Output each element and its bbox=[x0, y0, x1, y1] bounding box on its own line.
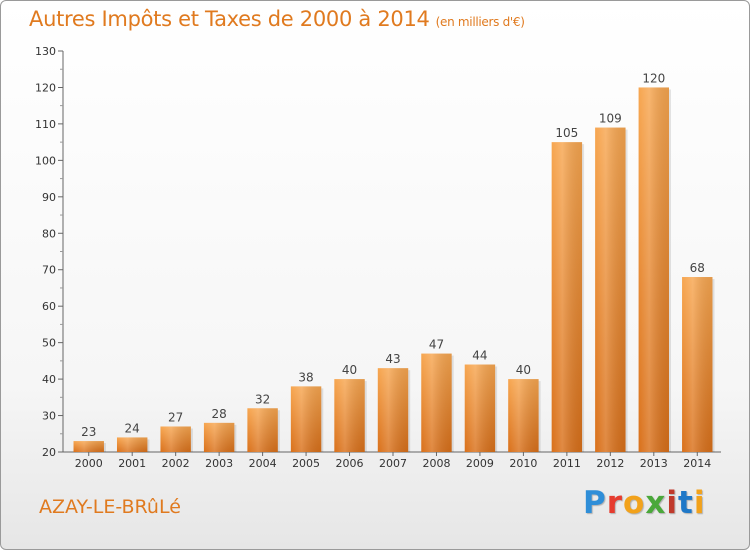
logo-letter: r bbox=[606, 485, 624, 521]
bar-highlight bbox=[638, 87, 670, 453]
x-tick-label: 2008 bbox=[422, 457, 450, 470]
bar-value-label: 40 bbox=[516, 363, 531, 377]
logo-letter: i bbox=[666, 485, 678, 521]
bar-value-label: 40 bbox=[342, 363, 357, 377]
bar-highlight bbox=[421, 353, 452, 452]
x-tick-label: 2011 bbox=[553, 457, 581, 470]
bar-value-label: 38 bbox=[298, 370, 313, 384]
bar-value-label: 23 bbox=[81, 425, 96, 439]
y-tick-label: 100 bbox=[35, 154, 56, 167]
y-tick-label: 60 bbox=[42, 300, 56, 313]
bar-value-label: 68 bbox=[690, 261, 705, 275]
bar-highlight bbox=[595, 127, 626, 453]
bar-value-label: 24 bbox=[125, 421, 140, 435]
chart-title: Autres Impôts et Taxes de 2000 à 2014 (en… bbox=[29, 7, 525, 31]
chart-subtitle: (en milliers d'€) bbox=[435, 15, 525, 29]
logo-letter: o bbox=[623, 485, 646, 521]
bar-highlight bbox=[464, 364, 496, 452]
x-tick-label: 2000 bbox=[75, 457, 103, 470]
x-tick-label: 2004 bbox=[249, 457, 277, 470]
x-tick-label: 2002 bbox=[162, 457, 190, 470]
bar-value-label: 28 bbox=[211, 407, 226, 421]
logo-letter: x bbox=[645, 485, 667, 521]
y-tick-label: 80 bbox=[42, 227, 56, 240]
bar-highlight bbox=[682, 277, 713, 452]
bar-value-label: 27 bbox=[168, 410, 183, 424]
y-tick-label: 30 bbox=[42, 410, 56, 423]
y-tick-label: 90 bbox=[42, 191, 56, 204]
bar-value-label: 47 bbox=[429, 338, 444, 352]
x-tick-label: 2014 bbox=[683, 457, 711, 470]
x-tick-label: 2001 bbox=[118, 457, 146, 470]
proxiti-logo: Proxiti bbox=[583, 485, 705, 521]
bar-highlight bbox=[508, 379, 539, 452]
y-tick-label: 110 bbox=[35, 118, 56, 131]
x-tick-label: 2012 bbox=[596, 457, 624, 470]
bar-highlight bbox=[116, 437, 148, 452]
bar-value-label: 109 bbox=[599, 112, 622, 126]
chart-title-text: Autres Impôts et Taxes de 2000 à 2014 bbox=[29, 7, 430, 31]
bar-value-label: 43 bbox=[385, 352, 400, 366]
bar-value-label: 44 bbox=[472, 349, 487, 363]
bar-value-label: 32 bbox=[255, 392, 270, 406]
x-tick-label: 2006 bbox=[336, 457, 364, 470]
x-tick-label: 2013 bbox=[640, 457, 668, 470]
value-labels: 23 24 27 28 32 38 40 43 47 44 40 105 109 120 68 bbox=[81, 71, 705, 439]
y-tick-label: 70 bbox=[42, 264, 56, 277]
bar-highlight bbox=[73, 441, 104, 452]
x-tick-label: 2009 bbox=[466, 457, 494, 470]
bar-highlight bbox=[551, 142, 583, 453]
logo-letter: P bbox=[583, 485, 607, 521]
y-tick-label: 120 bbox=[35, 81, 56, 94]
y-tick-label: 50 bbox=[42, 337, 56, 350]
commune-name: AZAY-LE-BRûLé bbox=[39, 496, 181, 518]
bar-highlight bbox=[203, 422, 235, 452]
bar-value-label: 105 bbox=[555, 126, 578, 140]
y-tick-label: 20 bbox=[42, 446, 56, 459]
bar-highlight bbox=[160, 426, 191, 452]
logo-letter: t bbox=[677, 485, 694, 521]
logo-letter: i bbox=[693, 485, 706, 521]
bar-highlight bbox=[334, 379, 365, 452]
y-tick-label: 130 bbox=[35, 45, 56, 58]
x-tick-label: 2005 bbox=[292, 457, 320, 470]
x-tick-label: 2007 bbox=[379, 457, 407, 470]
bar-value-label: 120 bbox=[642, 71, 665, 85]
bar-highlight bbox=[377, 368, 409, 452]
y-tick-label: 40 bbox=[42, 373, 56, 386]
bars bbox=[73, 87, 715, 453]
axes: 20 30 40 50 60 70 80 90 100 110 120 130 2000 2001 2002… bbox=[35, 45, 721, 470]
bar-highlight bbox=[247, 408, 278, 452]
bar-highlight bbox=[290, 386, 322, 452]
x-tick-label: 2003 bbox=[205, 457, 233, 470]
x-tick-label: 2010 bbox=[509, 457, 537, 470]
